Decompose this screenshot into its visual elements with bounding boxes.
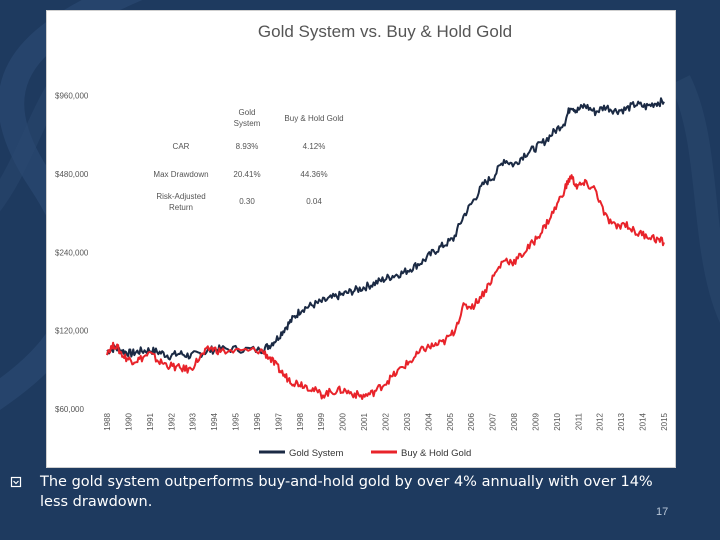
stats-col-header-gold-system: Gold System <box>234 108 261 128</box>
x-tick-label: 2006 <box>467 412 476 430</box>
legend-label-gold-system: Gold System <box>289 448 343 459</box>
x-tick-label: 2010 <box>553 412 562 430</box>
x-tick-label: 2007 <box>489 412 498 430</box>
x-tick-label: 1994 <box>210 412 219 430</box>
x-tick-label: 2005 <box>446 412 455 430</box>
chart-title: Gold System vs. Buy & Hold Gold <box>258 22 512 41</box>
y-tick-label: $240,000 <box>55 248 89 257</box>
x-tick-label: 2008 <box>510 412 519 430</box>
y-tick-label: $120,000 <box>55 327 89 336</box>
x-tick-label: 1995 <box>232 412 241 430</box>
x-tick-label: 1996 <box>253 412 262 430</box>
x-tick-label: 2012 <box>596 412 605 430</box>
x-tick-label: 2011 <box>574 412 583 430</box>
stats-col-header-buy-hold: Buy & Hold Gold <box>284 114 343 123</box>
stats-cell-buy-hold: 44.36% <box>300 170 327 179</box>
x-tick-label: 2000 <box>339 412 348 430</box>
chart-frame: Gold System vs. Buy & Hold Gold $60,000 $… <box>46 10 676 468</box>
bullet-icon <box>10 476 22 488</box>
series-line-buy-hold <box>106 174 665 400</box>
chart: Gold System vs. Buy & Hold Gold $60,000 $… <box>55 22 669 459</box>
stats-cell-gold-system: 20.41% <box>233 170 260 179</box>
x-tick-label: 2014 <box>639 412 648 430</box>
x-tick-label: 1998 <box>296 412 305 430</box>
x-tick-label: 1990 <box>124 412 133 430</box>
y-tick-label: $960,000 <box>55 92 89 101</box>
page-number: 17 <box>656 506 669 518</box>
stats-row-label: Risk-Adjusted Return <box>156 192 205 212</box>
x-tick-label: 2002 <box>382 412 391 430</box>
x-tick-label: 2015 <box>660 412 669 430</box>
stats-cell-buy-hold: 0.04 <box>306 197 322 206</box>
stats-cell-gold-system: 8.93% <box>236 142 259 151</box>
stats-row-label: Max Drawdown <box>153 170 208 179</box>
series-line-gold-system <box>106 97 665 361</box>
x-tick-label: 1991 <box>146 412 155 430</box>
y-tick-label: $480,000 <box>55 170 89 179</box>
stats-cell-buy-hold: 4.12% <box>303 142 326 151</box>
stats-cell-gold-system: 0.30 <box>239 197 255 206</box>
x-tick-label: 2003 <box>403 412 412 430</box>
x-tick-label: 1992 <box>167 412 176 430</box>
x-tick-label: 1988 <box>103 412 112 430</box>
slide-caption: The gold system outperforms buy-and-hold… <box>40 474 653 510</box>
stats-row-label: CAR <box>173 142 190 151</box>
chart-legend: Gold System Buy & Hold Gold <box>259 448 471 459</box>
x-tick-label: 1997 <box>274 412 283 430</box>
x-tick-label: 2001 <box>360 412 369 430</box>
y-tick-label: $60,000 <box>55 405 84 414</box>
x-tick-label: 1993 <box>189 412 198 430</box>
legend-label-buy-hold: Buy & Hold Gold <box>401 448 471 459</box>
x-tick-label: 1999 <box>317 412 326 430</box>
x-tick-label: 2009 <box>531 412 540 430</box>
x-tick-label: 2004 <box>424 412 433 430</box>
stats-table: Gold System Buy & Hold Gold CAR 8.93% 4.1… <box>153 108 343 212</box>
x-tick-label: 2013 <box>617 412 626 430</box>
